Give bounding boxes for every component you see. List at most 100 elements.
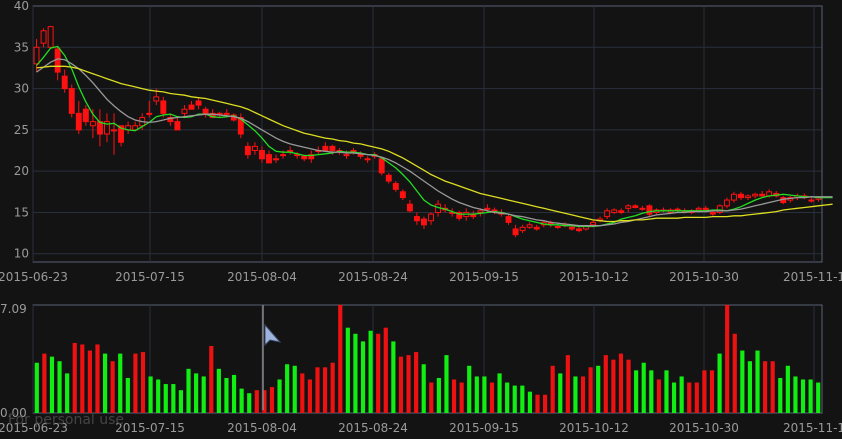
price-y-tick-label: 15 bbox=[14, 205, 29, 219]
price-x-tick-label: 2015-09-15 bbox=[449, 270, 519, 284]
candle-body bbox=[618, 210, 625, 213]
volume-bar bbox=[360, 341, 366, 413]
candle-body bbox=[406, 203, 413, 212]
candle bbox=[202, 106, 209, 118]
candle-body bbox=[456, 211, 463, 219]
volume-bar bbox=[65, 373, 70, 413]
candle bbox=[611, 208, 618, 215]
volume-bar bbox=[300, 373, 305, 413]
candle bbox=[413, 212, 420, 225]
volume-x-tick-label: 2015-07-15 bbox=[115, 421, 185, 435]
volume-top-label: 7.09 bbox=[0, 302, 27, 316]
candle-body bbox=[752, 193, 759, 197]
candle bbox=[385, 172, 392, 184]
volume-bar bbox=[376, 333, 381, 413]
candle bbox=[160, 96, 167, 118]
volume-bar bbox=[247, 393, 252, 413]
candle bbox=[625, 204, 632, 213]
volume-bar bbox=[224, 377, 229, 413]
volume-x-tick-label: 2015-10-30 bbox=[669, 421, 739, 435]
price-x-tick-label: 2015-07-15 bbox=[115, 270, 185, 284]
candle-body bbox=[174, 121, 181, 131]
candle-body bbox=[68, 88, 75, 114]
candle-body bbox=[104, 121, 110, 135]
volume-bar bbox=[785, 365, 790, 413]
volume-bar bbox=[269, 387, 275, 413]
volume-bar bbox=[368, 330, 373, 413]
volume-bar bbox=[664, 370, 669, 413]
candle bbox=[195, 98, 202, 110]
volume-bar bbox=[87, 350, 92, 413]
volume-bar bbox=[292, 365, 297, 413]
volume-bar bbox=[338, 304, 343, 413]
price-x-tick-label: 2015-08-24 bbox=[338, 270, 408, 284]
candle-body bbox=[237, 116, 244, 135]
volume-bar bbox=[216, 368, 221, 413]
volume-bar bbox=[520, 385, 525, 413]
candle-body bbox=[153, 96, 160, 102]
candle-body bbox=[421, 218, 427, 226]
volume-x-tick-label: 2015-08-04 bbox=[227, 421, 297, 435]
volume-bar bbox=[322, 367, 328, 413]
volume-bar bbox=[451, 379, 457, 413]
candle-body bbox=[294, 154, 301, 157]
volume-bar bbox=[414, 352, 419, 413]
volume-bar bbox=[353, 333, 358, 413]
candle-body bbox=[350, 150, 357, 153]
candle bbox=[68, 84, 75, 118]
volume-bar bbox=[702, 370, 707, 413]
candle bbox=[118, 125, 125, 147]
volume-bar bbox=[209, 345, 214, 413]
candle bbox=[244, 142, 251, 159]
volume-bar bbox=[178, 390, 184, 413]
candle-body bbox=[61, 75, 68, 90]
candle bbox=[604, 208, 611, 220]
volume-bar bbox=[725, 304, 730, 413]
volume-bar bbox=[391, 341, 396, 413]
volume-bar bbox=[345, 327, 350, 413]
candle-body bbox=[118, 125, 125, 143]
volume-bar bbox=[634, 370, 639, 413]
candle bbox=[181, 105, 188, 118]
price-y-tick-label: 30 bbox=[14, 82, 29, 96]
volume-bar bbox=[459, 382, 464, 413]
candle-body bbox=[322, 145, 329, 152]
candle-body bbox=[709, 211, 716, 215]
volume-bar bbox=[171, 384, 176, 413]
volume-bar bbox=[694, 382, 699, 413]
candle-body bbox=[695, 207, 702, 211]
candle-body bbox=[392, 183, 399, 190]
candle bbox=[273, 154, 280, 163]
volume-bar bbox=[656, 379, 661, 413]
volume-bar bbox=[49, 356, 55, 413]
volume-bar bbox=[285, 364, 290, 413]
candle-body bbox=[40, 30, 47, 44]
candle-body bbox=[223, 112, 230, 115]
candle bbox=[745, 194, 751, 201]
candle bbox=[505, 214, 512, 225]
candle-body bbox=[195, 100, 202, 106]
candle-body bbox=[146, 112, 153, 115]
volume-bar bbox=[315, 367, 320, 413]
candle-body bbox=[244, 145, 251, 156]
volume-bar bbox=[482, 376, 487, 413]
candle-body bbox=[329, 145, 336, 152]
volume-bar bbox=[770, 361, 775, 413]
candle-body bbox=[745, 195, 751, 199]
price-grid bbox=[32, 5, 823, 263]
candle bbox=[512, 224, 519, 238]
volume-bar bbox=[755, 350, 760, 413]
candle-body bbox=[568, 226, 575, 230]
candle bbox=[730, 191, 737, 203]
candle bbox=[111, 113, 117, 155]
candle bbox=[146, 100, 153, 118]
candle-body bbox=[308, 154, 315, 160]
volume-bar bbox=[626, 359, 631, 413]
candle-body bbox=[33, 46, 40, 65]
volume-bar bbox=[671, 382, 677, 413]
volume-bar bbox=[649, 370, 654, 413]
price-x-tick-label: 2015-10-12 bbox=[559, 270, 629, 284]
candle-body bbox=[554, 225, 561, 228]
price-y-tick-label: 20 bbox=[14, 164, 29, 178]
